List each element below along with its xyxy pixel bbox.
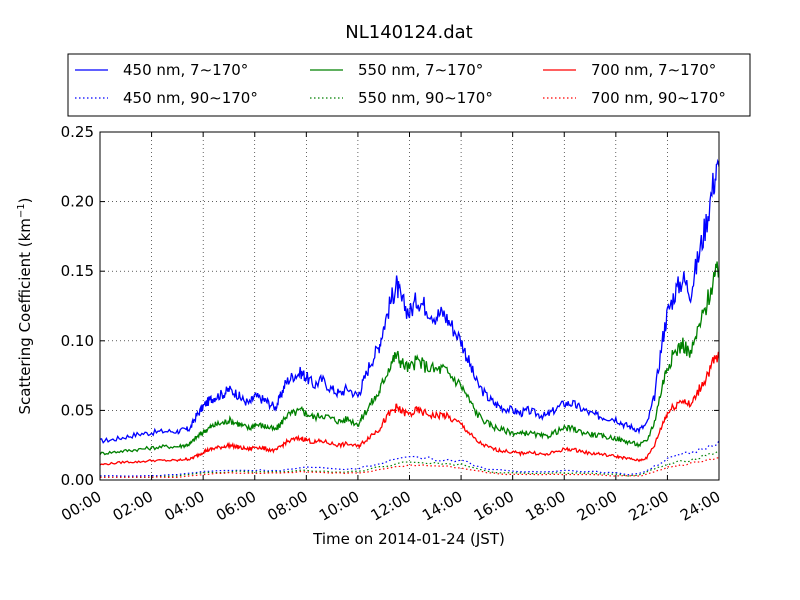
y-axis-label: Scattering Coefficient (km−1) xyxy=(16,197,34,414)
chart-title: NL140124.dat xyxy=(345,22,472,43)
legend-label-1: 550 nm, 7∼170° xyxy=(358,61,483,79)
y-tick-label: 0.15 xyxy=(61,262,94,280)
y-axis-label-main: Scattering Coefficient (km xyxy=(16,218,34,414)
series-line-5 xyxy=(100,457,719,478)
y-tick-label: 0.10 xyxy=(61,332,94,350)
legend-label-0: 450 nm, 7∼170° xyxy=(123,61,248,79)
legend-label-5: 700 nm, 90∼170° xyxy=(591,89,726,107)
y-tick-label: 0.20 xyxy=(61,193,94,211)
series-line-1 xyxy=(100,261,719,456)
legend-label-4: 550 nm, 90∼170° xyxy=(358,89,493,107)
legend-label-2: 700 nm, 7∼170° xyxy=(591,61,716,79)
series-line-0 xyxy=(100,158,719,444)
series-line-2 xyxy=(100,351,719,466)
plot-area xyxy=(100,132,719,480)
series-line-3 xyxy=(100,440,719,477)
series-layer xyxy=(100,158,719,479)
x-axis-label: Time on 2014-01-24 (JST) xyxy=(312,530,505,548)
y-tick-label: 0.05 xyxy=(61,401,94,419)
legend: 450 nm, 7∼170° 550 nm, 7∼170° 700 nm, 7∼17… xyxy=(67,53,751,117)
y-tick-label: 0.25 xyxy=(61,123,94,141)
y-tick-label: 0.00 xyxy=(61,471,94,489)
y-axis-label-sup: −1 xyxy=(16,203,27,218)
y-axis-label-end: ) xyxy=(16,197,34,203)
legend-label-3: 450 nm, 90∼170° xyxy=(123,89,258,107)
y-axis: 0.00 0.05 0.10 0.15 0.20 0.25 xyxy=(61,123,719,489)
